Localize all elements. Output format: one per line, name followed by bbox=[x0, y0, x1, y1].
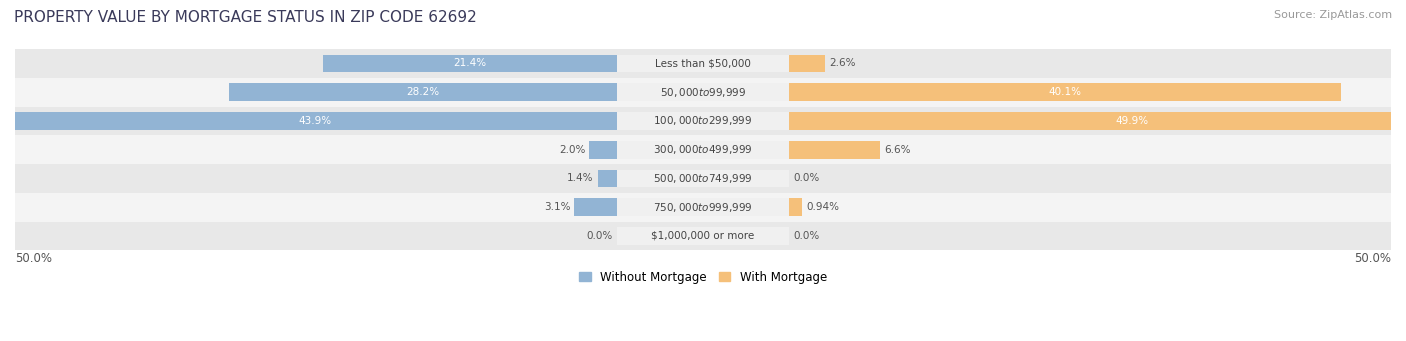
Text: 43.9%: 43.9% bbox=[298, 116, 332, 126]
Text: 6.6%: 6.6% bbox=[884, 145, 911, 155]
Text: $100,000 to $299,999: $100,000 to $299,999 bbox=[654, 115, 752, 128]
Text: Less than $50,000: Less than $50,000 bbox=[655, 58, 751, 69]
Bar bbox=[617, 169, 789, 187]
Bar bbox=[598, 169, 617, 187]
Bar bbox=[789, 55, 825, 72]
Bar bbox=[589, 141, 617, 159]
Text: 28.2%: 28.2% bbox=[406, 87, 440, 97]
Bar bbox=[15, 135, 1391, 164]
Text: 49.9%: 49.9% bbox=[1116, 116, 1149, 126]
Text: 2.0%: 2.0% bbox=[560, 145, 585, 155]
Text: 50.0%: 50.0% bbox=[1354, 252, 1391, 265]
Text: 2.6%: 2.6% bbox=[830, 58, 855, 69]
Bar bbox=[13, 112, 617, 130]
Bar bbox=[574, 198, 617, 216]
Bar bbox=[15, 193, 1391, 222]
Text: $500,000 to $749,999: $500,000 to $749,999 bbox=[654, 172, 752, 185]
Bar bbox=[229, 83, 617, 101]
Text: $1,000,000 or more: $1,000,000 or more bbox=[651, 231, 755, 241]
Bar bbox=[322, 55, 617, 72]
Bar bbox=[617, 141, 789, 159]
Bar bbox=[15, 107, 1391, 135]
Text: 21.4%: 21.4% bbox=[453, 58, 486, 69]
Bar bbox=[617, 198, 789, 216]
Bar bbox=[789, 141, 880, 159]
Legend: Without Mortgage, With Mortgage: Without Mortgage, With Mortgage bbox=[574, 266, 832, 288]
Text: 50.0%: 50.0% bbox=[15, 252, 52, 265]
Bar bbox=[789, 83, 1341, 101]
Bar bbox=[15, 49, 1391, 78]
Text: 0.94%: 0.94% bbox=[806, 202, 839, 212]
Bar bbox=[15, 222, 1391, 250]
Text: PROPERTY VALUE BY MORTGAGE STATUS IN ZIP CODE 62692: PROPERTY VALUE BY MORTGAGE STATUS IN ZIP… bbox=[14, 10, 477, 25]
Bar bbox=[15, 164, 1391, 193]
Text: 0.0%: 0.0% bbox=[793, 231, 820, 241]
Text: 1.4%: 1.4% bbox=[567, 174, 593, 183]
Text: $300,000 to $499,999: $300,000 to $499,999 bbox=[654, 143, 752, 156]
Text: $50,000 to $99,999: $50,000 to $99,999 bbox=[659, 86, 747, 99]
Text: 0.0%: 0.0% bbox=[793, 174, 820, 183]
Text: $750,000 to $999,999: $750,000 to $999,999 bbox=[654, 201, 752, 214]
Bar bbox=[617, 112, 789, 130]
Bar bbox=[789, 112, 1406, 130]
Text: Source: ZipAtlas.com: Source: ZipAtlas.com bbox=[1274, 10, 1392, 20]
Bar bbox=[789, 198, 801, 216]
Text: 3.1%: 3.1% bbox=[544, 202, 571, 212]
Text: 40.1%: 40.1% bbox=[1049, 87, 1081, 97]
Bar bbox=[15, 78, 1391, 107]
Bar bbox=[617, 227, 789, 245]
Text: 0.0%: 0.0% bbox=[586, 231, 613, 241]
Bar bbox=[617, 55, 789, 72]
Bar bbox=[617, 83, 789, 101]
